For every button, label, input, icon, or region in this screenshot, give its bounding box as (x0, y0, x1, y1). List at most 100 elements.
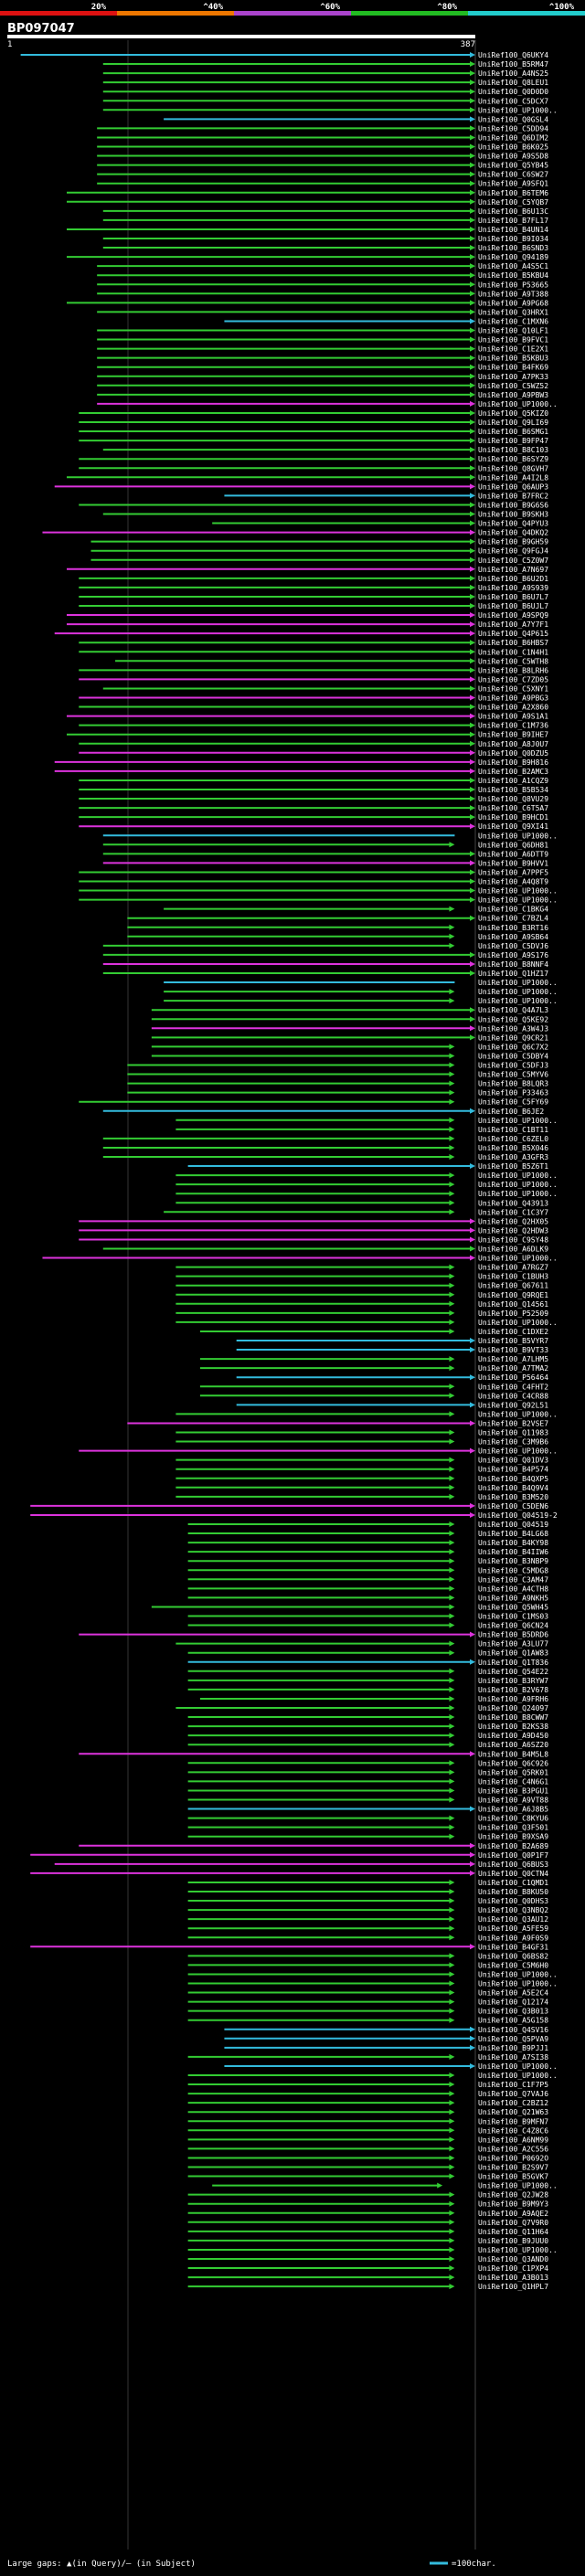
hit-label[interactable]: UniRef100_A6DTT9 (478, 850, 548, 858)
hit-label[interactable]: UniRef100_Q7VAJ6 (478, 2090, 548, 2098)
hit-label[interactable]: UniRef100_C4FHT2 (478, 1383, 548, 1391)
hit-row[interactable]: UniRef100_Q5WH45 (151, 1603, 548, 1611)
hit-row[interactable]: UniRef100_B9FVC1 (97, 336, 548, 345)
hit-label[interactable]: UniRef100_Q5KIZ0 (478, 409, 548, 418)
hit-label[interactable]: UniRef100_A9T388 (478, 290, 548, 298)
hit-row[interactable]: UniRef100_Q6CN24 (187, 1622, 549, 1630)
hit-label[interactable]: UniRef100_A9S1A1 (478, 713, 548, 721)
hit-label[interactable]: UniRef100_P0692O (478, 2154, 548, 2162)
hit-label[interactable]: UniRef100_B9PJJ1 (478, 2044, 548, 2052)
hit-row[interactable]: UniRef100_A9FRH6 (199, 1695, 548, 1703)
hit-label[interactable]: UniRef100_C1BKG4 (478, 906, 548, 914)
hit-row[interactable]: UniRef100_C5MYV6 (127, 1071, 548, 1079)
hit-row[interactable]: UniRef100_UP1000.. (187, 1970, 558, 1978)
hit-row[interactable]: UniRef100_B3M520 (176, 1493, 548, 1501)
hit-label[interactable]: UniRef100_B2VSE7 (478, 1419, 548, 1427)
hit-row[interactable]: UniRef100_C7BZL4 (127, 915, 548, 923)
hit-row[interactable]: UniRef100_UP1000.. (176, 1190, 558, 1198)
hit-row[interactable]: UniRef100_C5WZ52 (97, 382, 548, 390)
hit-label[interactable]: UniRef100_P56464 (478, 1373, 548, 1382)
hit-label[interactable]: UniRef100_B4KY98 (478, 1539, 548, 1547)
hit-row[interactable]: UniRef100_B9SKH3 (102, 511, 548, 519)
hit-row[interactable]: UniRef100_A4NS25 (102, 69, 548, 78)
hit-row[interactable]: UniRef100_C7ZD05 (79, 675, 548, 684)
hit-label[interactable]: UniRef100_Q6DIM2 (478, 133, 548, 142)
hit-label[interactable]: UniRef100_B3NBP9 (478, 1557, 548, 1565)
hit-label[interactable]: UniRef100_B5VYR7 (478, 1337, 548, 1345)
hit-row[interactable]: UniRef100_Q1T836 (187, 1659, 549, 1667)
hit-label[interactable]: UniRef100_Q67611 (478, 1282, 548, 1290)
hit-row[interactable]: UniRef100_UP1000.. (164, 997, 558, 1005)
hit-label[interactable]: UniRef100_A9PBW3 (478, 391, 548, 399)
hit-label[interactable]: UniRef100_A3B013 (478, 2274, 548, 2282)
hit-label[interactable]: UniRef100_B8NNF4 (478, 960, 548, 969)
hit-label[interactable]: UniRef100_Q0GSL4 (478, 115, 548, 123)
hit-row[interactable]: UniRef100_B9PJJ1 (224, 2044, 548, 2052)
hit-row[interactable]: UniRef100_A6NM99 (187, 2136, 549, 2144)
hit-row[interactable]: UniRef100_Q6AUP3 (54, 482, 549, 491)
hit-row[interactable]: UniRef100_A9PG68 (66, 299, 548, 307)
hit-row[interactable]: UniRef100_UP1000.. (42, 1255, 558, 1263)
hit-row[interactable]: UniRef100_B8NNF4 (102, 960, 548, 969)
hit-row[interactable]: UniRef100_UP1000.. (187, 2246, 558, 2254)
hit-label[interactable]: UniRef100_Q3B013 (478, 2008, 548, 2016)
hit-row[interactable]: UniRef100_Q24097 (176, 1704, 548, 1712)
hit-row[interactable]: UniRef100_Q11983 (176, 1429, 548, 1437)
hit-row[interactable]: UniRef100_UP1000.. (79, 1447, 558, 1456)
hit-label[interactable]: UniRef100_Q1AW83 (478, 1649, 548, 1658)
hit-label[interactable]: UniRef100_B4GF31 (478, 1943, 548, 1951)
hit-row[interactable]: UniRef100_Q1HPL7 (187, 2283, 549, 2291)
hit-row[interactable]: UniRef100_B6SND3 (102, 244, 548, 252)
hit-label[interactable]: UniRef100_A5FE59 (478, 1924, 548, 1933)
hit-row[interactable]: UniRef100_Q0D0D0 (102, 88, 548, 96)
hit-label[interactable]: UniRef100_UP1000.. (478, 1970, 558, 1978)
hit-row[interactable]: UniRef100_B8LQR3 (127, 1080, 548, 1088)
hit-row[interactable]: UniRef100_B5B534 (79, 786, 548, 794)
hit-label[interactable]: UniRef100_Q7V9R0 (478, 2219, 548, 2227)
hit-row[interactable]: UniRef100_A9NKH5 (187, 1594, 549, 1602)
hit-row[interactable]: UniRef100_C1M736 (79, 722, 548, 730)
hit-label[interactable]: UniRef100_Q6UKY4 (478, 51, 548, 59)
hit-label[interactable]: UniRef100_Q8VU29 (478, 795, 548, 803)
hit-label[interactable]: UniRef100_A9D450 (478, 1732, 548, 1740)
hit-label[interactable]: UniRef100_A7LHM5 (478, 1355, 548, 1363)
hit-row[interactable]: UniRef100_B8CWW7 (187, 1713, 549, 1722)
hit-row[interactable]: UniRef100_Q92L51 (236, 1401, 549, 1409)
hit-row[interactable]: UniRef100_C4N6G1 (187, 1777, 549, 1786)
hit-row[interactable]: UniRef100_B2VSE7 (127, 1419, 548, 1427)
hit-row[interactable]: UniRef100_C2BZ12 (187, 2099, 549, 2107)
hit-label[interactable]: UniRef100_Q9LI69 (478, 419, 548, 427)
hit-row[interactable]: UniRef100_B6U7L7 (79, 593, 548, 601)
hit-row[interactable]: UniRef100_C6SW27 (97, 171, 548, 179)
hit-row[interactable]: UniRef100_B6U2D1 (79, 575, 548, 583)
hit-label[interactable]: UniRef100_UP1000.. (478, 1190, 558, 1198)
hit-label[interactable]: UniRef100_Q2JW28 (478, 2191, 548, 2200)
hit-row[interactable]: UniRef100_UP1000.. (97, 400, 558, 408)
hit-label[interactable]: UniRef100_A5G158 (478, 2017, 548, 2025)
hit-row[interactable]: UniRef100_UP1000.. (187, 2072, 558, 2080)
hit-row[interactable]: UniRef100_Q5PVA9 (224, 2035, 548, 2043)
hit-label[interactable]: UniRef100_Q4A7L3 (478, 1006, 548, 1014)
hit-row[interactable]: UniRef100_UP1000.. (176, 1181, 558, 1189)
hit-row[interactable]: UniRef100_Q14561 (176, 1300, 548, 1309)
hit-label[interactable]: UniRef100_C1M736 (478, 722, 548, 730)
hit-row[interactable]: UniRef100_B9MFN7 (187, 2117, 549, 2125)
hit-row[interactable]: UniRef100_B6TEM6 (66, 189, 548, 197)
hit-row[interactable]: UniRef100_A2C556 (187, 2145, 549, 2153)
hit-row[interactable]: UniRef100_B5KBU4 (97, 271, 548, 280)
hit-label[interactable]: UniRef100_C3AM47 (478, 1575, 548, 1584)
hit-row[interactable]: UniRef100_C5M6H0 (187, 1961, 549, 1969)
hit-row[interactable]: UniRef100_A5G158 (187, 2017, 549, 2025)
hit-label[interactable]: UniRef100_C6ZEL0 (478, 1135, 548, 1143)
hit-row[interactable]: UniRef100_C5FY69 (79, 1098, 548, 1107)
hit-label[interactable]: UniRef100_B6SND3 (478, 244, 548, 252)
hit-row[interactable]: UniRef100_B3RT16 (127, 924, 548, 932)
hit-label[interactable]: UniRef100_C8KYU6 (478, 1815, 548, 1823)
hit-row[interactable]: UniRef100_A4CTH8 (187, 1585, 549, 1593)
hit-label[interactable]: UniRef100_C1DXE2 (478, 1328, 548, 1336)
hit-row[interactable]: UniRef100_A9PBW3 (97, 391, 548, 399)
hit-label[interactable]: UniRef100_UP1000.. (478, 832, 558, 840)
hit-label[interactable]: UniRef100_UP1000.. (478, 1319, 558, 1327)
hit-row[interactable]: UniRef100_B5VYR7 (236, 1337, 549, 1345)
hit-label[interactable]: UniRef100_Q5YB45 (478, 162, 548, 170)
